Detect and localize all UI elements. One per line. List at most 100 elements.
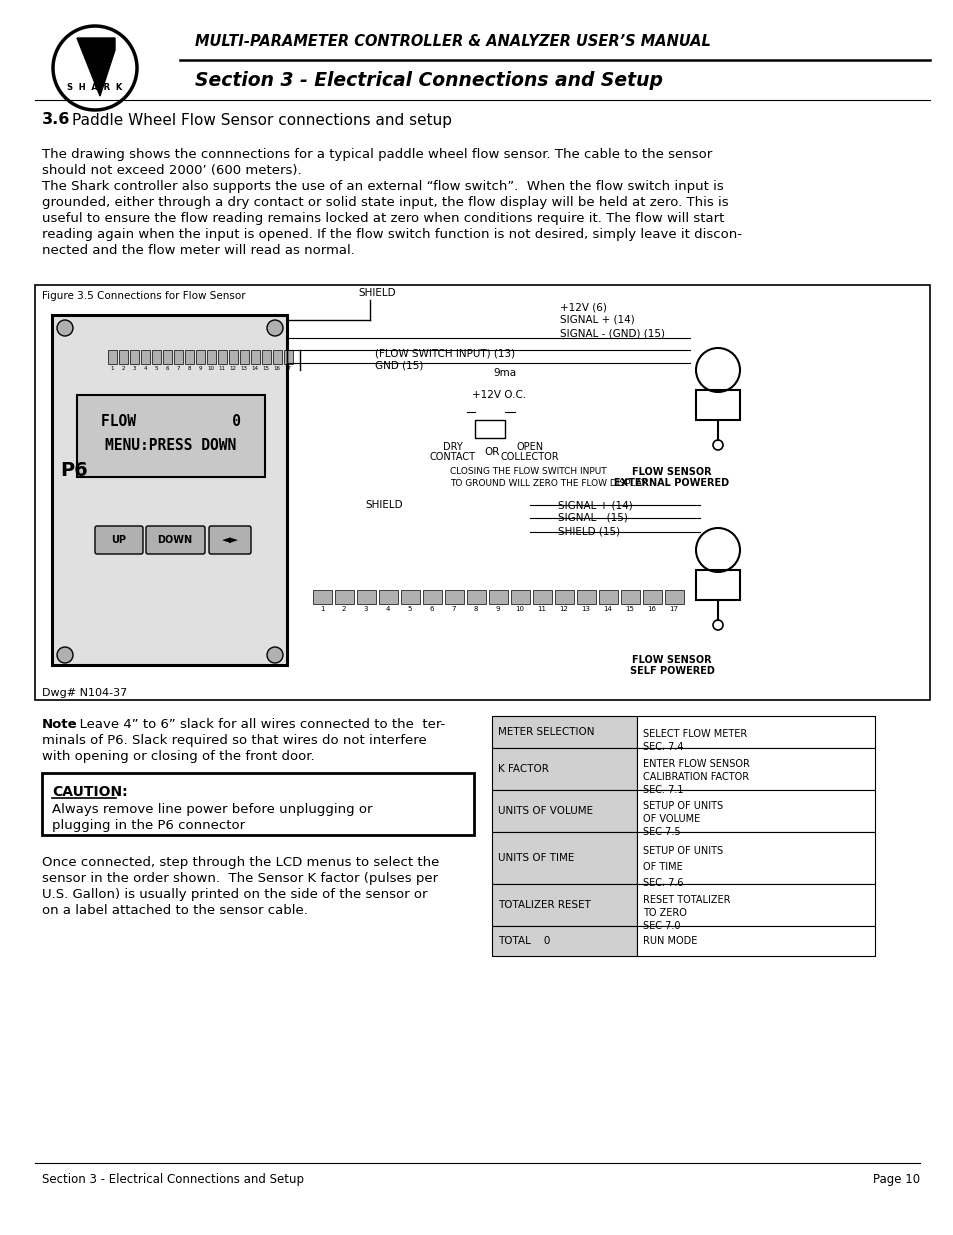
Bar — [185, 350, 193, 364]
Text: : Leave 4” to 6” slack for all wires connected to the  ter-: : Leave 4” to 6” slack for all wires con… — [71, 718, 445, 731]
Bar — [492, 832, 637, 884]
Text: MENU:PRESS DOWN: MENU:PRESS DOWN — [105, 437, 236, 452]
Text: SETUP OF UNITS: SETUP OF UNITS — [642, 846, 722, 856]
Bar — [262, 350, 271, 364]
Text: K FACTOR: K FACTOR — [497, 764, 548, 774]
Bar — [637, 926, 874, 956]
Text: reading again when the input is opened. If the flow switch function is not desir: reading again when the input is opened. … — [42, 228, 741, 241]
Text: 6: 6 — [429, 606, 434, 613]
Bar — [273, 350, 282, 364]
Text: S  H  A  R  K: S H A R K — [68, 84, 123, 93]
Bar — [555, 590, 574, 604]
Text: 9: 9 — [198, 366, 201, 370]
Text: Section 3 - Electrical Connections and Setup: Section 3 - Electrical Connections and S… — [42, 1173, 304, 1186]
Text: SEC. 7.4: SEC. 7.4 — [642, 742, 682, 752]
Bar — [163, 350, 172, 364]
Bar — [696, 390, 740, 420]
Text: SIGNAL - (15): SIGNAL - (15) — [558, 513, 627, 522]
Text: on a label attached to the sensor cable.: on a label attached to the sensor cable. — [42, 904, 308, 918]
Text: CAUTION:: CAUTION: — [52, 785, 128, 799]
Circle shape — [267, 320, 283, 336]
Text: RESET TOTALIZER: RESET TOTALIZER — [642, 895, 730, 905]
Text: DOWN: DOWN — [157, 535, 193, 545]
FancyBboxPatch shape — [95, 526, 143, 555]
Circle shape — [57, 647, 73, 663]
Text: SEC. 7.6: SEC. 7.6 — [642, 878, 682, 888]
Text: 9ma: 9ma — [493, 368, 516, 378]
Text: UP: UP — [112, 535, 127, 545]
FancyBboxPatch shape — [209, 526, 251, 555]
Text: SIGNAL + (14): SIGNAL + (14) — [559, 315, 634, 325]
Text: CLOSING THE FLOW SWITCH INPUT: CLOSING THE FLOW SWITCH INPUT — [450, 468, 606, 477]
Text: Section 3 - Electrical Connections and Setup: Section 3 - Electrical Connections and S… — [194, 70, 662, 89]
Bar — [378, 590, 397, 604]
Text: 7: 7 — [176, 366, 179, 370]
Text: 16: 16 — [647, 606, 656, 613]
Bar — [251, 350, 260, 364]
Text: METER SELECTION: METER SELECTION — [497, 727, 594, 737]
Bar — [42, 773, 474, 835]
Bar — [492, 926, 637, 956]
Text: 7: 7 — [452, 606, 456, 613]
Text: Paddle Wheel Flow Sensor connections and setup: Paddle Wheel Flow Sensor connections and… — [71, 112, 452, 127]
Text: 3: 3 — [363, 606, 368, 613]
Bar — [467, 590, 485, 604]
Text: with opening or closing of the front door.: with opening or closing of the front doo… — [42, 750, 314, 763]
Text: MULTI-PARAMETER CONTROLLER & ANALYZER USER’S MANUAL: MULTI-PARAMETER CONTROLLER & ANALYZER US… — [194, 35, 710, 49]
Text: 17: 17 — [669, 606, 678, 613]
Bar — [444, 590, 463, 604]
Bar — [195, 350, 205, 364]
Text: OPEN: OPEN — [516, 442, 543, 452]
Text: 13: 13 — [240, 366, 247, 370]
Text: SIGNAL + (14): SIGNAL + (14) — [558, 500, 632, 510]
Text: 10: 10 — [208, 366, 214, 370]
Bar — [492, 716, 637, 748]
Text: SELECT FLOW METER: SELECT FLOW METER — [642, 729, 746, 739]
Text: CALIBRATION FACTOR: CALIBRATION FACTOR — [642, 772, 748, 782]
Text: TO GROUND WILL ZERO THE FLOW DISPLAY: TO GROUND WILL ZERO THE FLOW DISPLAY — [450, 478, 646, 488]
Text: 4: 4 — [143, 366, 147, 370]
Bar — [637, 884, 874, 926]
Bar — [119, 350, 128, 364]
Bar — [598, 590, 618, 604]
Text: 16: 16 — [274, 366, 280, 370]
Text: 12: 12 — [230, 366, 236, 370]
Bar — [620, 590, 639, 604]
Text: SELF POWERED: SELF POWERED — [629, 666, 714, 676]
Text: 3: 3 — [132, 366, 135, 370]
Bar — [637, 716, 874, 748]
Text: OR: OR — [484, 447, 499, 457]
Text: 5: 5 — [407, 606, 412, 613]
Text: 12: 12 — [559, 606, 568, 613]
Bar — [207, 350, 215, 364]
Text: 8: 8 — [474, 606, 477, 613]
Text: 11: 11 — [218, 366, 225, 370]
Text: DRY: DRY — [442, 442, 462, 452]
Text: ENTER FLOW SENSOR: ENTER FLOW SENSOR — [642, 760, 749, 769]
Text: 9: 9 — [496, 606, 499, 613]
Text: 2: 2 — [121, 366, 125, 370]
Text: U.S. Gallon) is usually printed on the side of the sensor or: U.S. Gallon) is usually printed on the s… — [42, 888, 427, 902]
Text: TO ZERO: TO ZERO — [642, 908, 686, 918]
Text: sensor in the order shown.  The Sensor K factor (pulses per: sensor in the order shown. The Sensor K … — [42, 872, 437, 885]
Bar — [422, 590, 441, 604]
Text: RUN MODE: RUN MODE — [642, 936, 697, 946]
Text: The Shark controller also supports the use of an external “flow switch”.  When t: The Shark controller also supports the u… — [42, 180, 723, 193]
Bar — [173, 350, 183, 364]
Bar — [313, 590, 332, 604]
Bar — [229, 350, 237, 364]
Text: 1: 1 — [111, 366, 113, 370]
Text: TOTAL    0: TOTAL 0 — [497, 936, 550, 946]
Text: UNITS OF VOLUME: UNITS OF VOLUME — [497, 806, 593, 816]
Text: 15: 15 — [625, 606, 634, 613]
Bar — [637, 832, 874, 884]
Bar — [511, 590, 530, 604]
Text: 3.6: 3.6 — [42, 112, 71, 127]
Text: SEC 7.0: SEC 7.0 — [642, 921, 679, 931]
Bar — [284, 350, 293, 364]
Text: useful to ensure the flow reading remains locked at zero when conditions require: useful to ensure the flow reading remain… — [42, 212, 723, 225]
Text: 14: 14 — [252, 366, 258, 370]
Text: 1: 1 — [319, 606, 324, 613]
Text: OF TIME: OF TIME — [642, 862, 682, 872]
Bar — [356, 590, 375, 604]
